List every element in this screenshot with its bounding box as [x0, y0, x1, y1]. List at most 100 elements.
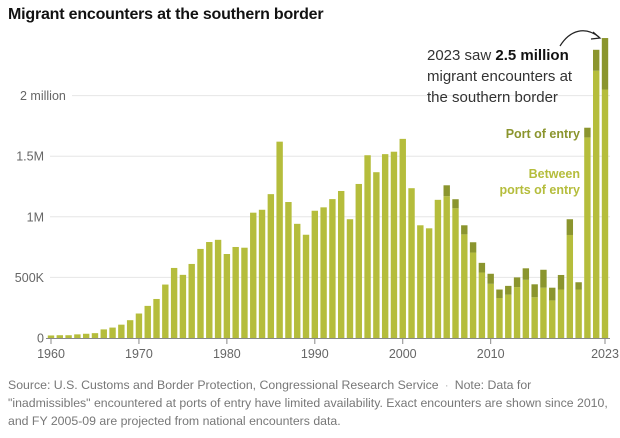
- bar-between-1960: [47, 335, 55, 338]
- bar-port-2010: [487, 273, 494, 284]
- legend-between-ports: Between ports of entry: [499, 166, 580, 198]
- bar-between-1986: [276, 141, 283, 338]
- bar-port-2014: [522, 268, 530, 280]
- bar-between-1964: [82, 333, 90, 338]
- bar-between-1966: [100, 329, 107, 338]
- bar-between-1961: [56, 335, 63, 338]
- bar-between-2023: [601, 89, 609, 338]
- bar-between-2006: [452, 208, 459, 338]
- annotation: 2023 saw 2.5 million migrant encounters …: [427, 45, 572, 108]
- chart-title: Migrant encounters at the southern borde…: [8, 6, 324, 23]
- bar-between-1962: [65, 335, 72, 338]
- bar-port-2012: [505, 285, 512, 295]
- y-tick-label: 500K: [15, 271, 45, 285]
- bar-between-1970: [135, 313, 143, 338]
- y-tick-label: 2 million: [20, 89, 66, 103]
- bar-port-2005: [443, 185, 450, 197]
- bar-between-2017: [549, 300, 556, 338]
- bar-between-2003: [425, 228, 433, 338]
- legend-between-line1: Between: [528, 167, 580, 181]
- annotation-line2: migrant encounters at: [427, 68, 573, 85]
- bar-between-1976: [188, 263, 195, 338]
- bar-between-1990: [311, 210, 319, 338]
- bar-between-1991: [320, 207, 327, 338]
- bar-between-2012: [505, 294, 512, 338]
- y-tick-label: 0: [37, 332, 44, 346]
- bar-between-1973: [162, 284, 169, 338]
- bar-between-2018: [557, 289, 565, 338]
- legend-between-line2: ports of entry: [499, 183, 580, 197]
- bar-between-2008: [469, 252, 477, 338]
- x-tick-label: 2000: [389, 347, 417, 361]
- bar-between-1992: [329, 199, 336, 338]
- bar-between-2005: [443, 196, 450, 338]
- bar-between-1985: [267, 194, 275, 338]
- bar-between-2002: [417, 225, 424, 338]
- bar-between-2010: [487, 283, 494, 338]
- x-tick-label: 1990: [301, 347, 329, 361]
- bar-between-1967: [109, 327, 116, 338]
- annotation-highlight: 2.5 million: [495, 47, 569, 64]
- bar-between-1963: [74, 334, 81, 338]
- y-tick-label: 1.5M: [16, 150, 44, 164]
- bar-between-1972: [153, 298, 160, 338]
- bar-between-1975: [179, 274, 187, 338]
- bar-port-2023: [601, 38, 609, 90]
- bar-between-1979: [214, 239, 222, 338]
- bar-port-2013: [513, 277, 521, 288]
- bar-port-2018: [557, 274, 565, 290]
- annotation-prefix: 2023 saw: [427, 47, 496, 64]
- bar-between-1978: [206, 242, 213, 338]
- x-tick-label: 1960: [37, 347, 65, 361]
- bar-between-2011: [496, 298, 503, 338]
- bar-between-1995: [355, 183, 362, 338]
- x-tick-label: 2023: [591, 347, 619, 361]
- bar-between-2019: [566, 234, 574, 338]
- bar-between-2001: [408, 188, 415, 338]
- bar-port-2016: [540, 269, 547, 288]
- bar-port-2006: [452, 199, 459, 209]
- bar-between-1987: [285, 202, 292, 338]
- y-tick-label: 1M: [27, 210, 44, 224]
- bar-between-2007: [461, 234, 468, 338]
- bar-between-1969: [126, 320, 134, 338]
- bar-port-2015: [531, 284, 538, 298]
- bar-between-2015: [531, 297, 538, 338]
- bar-between-2009: [478, 272, 486, 338]
- bar-between-2004: [434, 199, 442, 338]
- bar-between-2000: [399, 138, 406, 338]
- bar-between-1977: [197, 248, 204, 338]
- bar-port-2008: [469, 242, 477, 253]
- legend-port-of-entry: Port of entry: [505, 127, 580, 141]
- bar-between-1997: [373, 172, 380, 338]
- footer: Source: U.S. Customs and Border Protecti…: [8, 376, 608, 430]
- bar-port-2017: [549, 287, 556, 301]
- bar-between-2014: [522, 279, 530, 338]
- bar-between-2016: [540, 287, 547, 338]
- x-tick-label: 1980: [213, 347, 241, 361]
- bar-port-2019: [566, 219, 574, 235]
- bar-port-2011: [496, 289, 503, 299]
- bar-between-1974: [170, 267, 178, 338]
- bar-between-1965: [91, 333, 99, 338]
- bar-between-1993: [337, 190, 345, 338]
- bar-between-1999: [390, 151, 398, 338]
- bar-port-2020: [575, 282, 582, 290]
- bar-between-2013: [513, 287, 521, 338]
- bar-between-1983: [250, 212, 257, 338]
- bar-between-1971: [144, 305, 151, 338]
- bar-between-2020: [575, 289, 582, 338]
- bar-port-2022: [593, 49, 600, 71]
- bar-between-1982: [241, 247, 248, 338]
- bar-port-2009: [478, 262, 486, 273]
- bar-between-1996: [364, 155, 371, 338]
- x-tick-label: 1970: [125, 347, 153, 361]
- bar-between-2022: [593, 70, 600, 338]
- bar-between-2021: [584, 137, 591, 338]
- bar-between-1980: [223, 254, 231, 338]
- bar-between-1988: [294, 223, 301, 338]
- annotation-line3: the southern border: [427, 89, 558, 106]
- note-text: Note: Data for "inadmissibles" encounter…: [8, 378, 608, 428]
- bar-port-2021: [584, 127, 591, 138]
